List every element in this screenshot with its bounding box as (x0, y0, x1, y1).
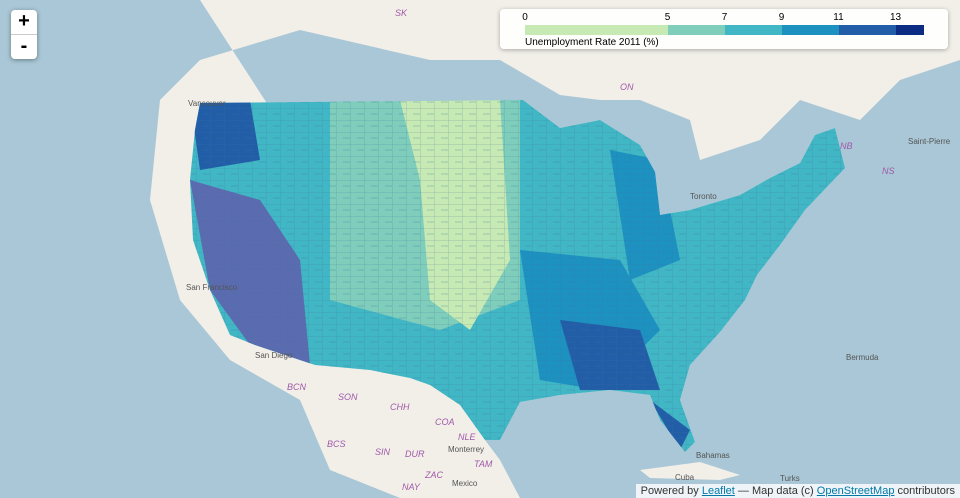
map-label: Monterrey (448, 445, 484, 454)
map-label: Mexico (452, 479, 478, 488)
legend-swatch (838, 25, 896, 35)
map-label: Saint-Pierre (908, 137, 951, 146)
map-label: BCN (287, 382, 307, 392)
map-label: SON (338, 392, 358, 402)
map-label: CHH (390, 402, 410, 412)
map-label: NAY (402, 482, 421, 492)
map-label: Vancouver (188, 99, 226, 108)
legend-tick-label: 7 (721, 12, 728, 23)
map-label: DUR (405, 449, 425, 459)
legend-tick-label: 0 (522, 12, 528, 23)
legend-swatch (667, 25, 725, 35)
attribution-text: — Map data (c) (737, 485, 814, 497)
legend-tick-label: 9 (778, 12, 785, 23)
legend-tick-label: 11 (833, 12, 844, 23)
zoom-out[interactable]: - (11, 34, 37, 59)
map-label: Turks (780, 474, 800, 483)
map-label: San Francisco (186, 283, 238, 292)
map-label: SIN (375, 447, 391, 457)
map-label: SK (395, 8, 408, 18)
map-label: COA (435, 417, 455, 427)
legend-swatch (724, 25, 782, 35)
map-label: NLE (458, 432, 477, 442)
map-label: ON (620, 82, 634, 92)
map-labels: SK ON NB NS Saint-Pierre Vancouver San F… (186, 8, 951, 492)
choropleth (190, 100, 845, 452)
legend-swatch (525, 25, 668, 35)
map-label: TAM (474, 459, 493, 469)
legend-tick-label: 5 (664, 12, 671, 23)
legend-tick-label: 13 (889, 12, 902, 23)
map-label: NS (882, 166, 895, 176)
osm-link[interactable]: OpenStreetMap (816, 485, 895, 497)
map-label: BCS (327, 439, 346, 449)
map-label: Toronto (690, 192, 717, 201)
leaflet-link[interactable]: Leaflet (701, 485, 735, 497)
map-label: Cuba (675, 473, 695, 482)
legend-title: Unemployment Rate 2011 (%) (525, 37, 659, 48)
land (640, 462, 740, 480)
legend: Unemployment Rate 2011 (%) 0 5 7 9 11 13 (500, 9, 948, 49)
legend-swatch (781, 25, 839, 35)
map-label: Bermuda (846, 353, 879, 362)
zoom-control: + - (11, 10, 37, 59)
map-label: San Diego (255, 351, 293, 360)
legend-swatch (895, 25, 924, 35)
map-label: Bahamas (696, 451, 730, 460)
attribution: Powered by Leaflet — Map data (c) OpenSt… (635, 484, 960, 498)
map-label: NB (840, 141, 853, 151)
zoom-in[interactable]: + (18, 10, 30, 32)
attribution-text: contributors (897, 485, 955, 497)
attribution-text: Powered by (640, 485, 699, 497)
map-label: ZAC (424, 470, 444, 480)
